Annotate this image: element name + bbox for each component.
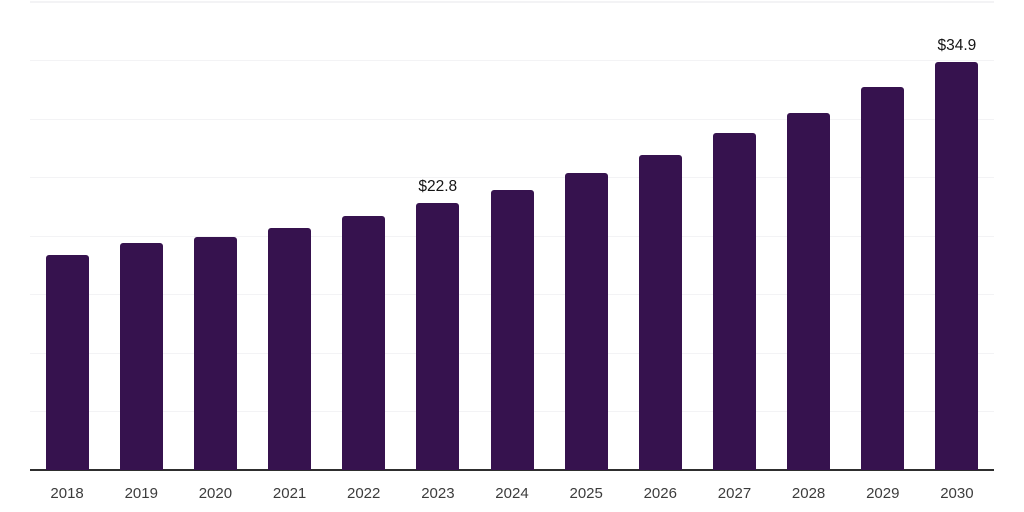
bar-value-label-2023: $22.8 [418, 178, 458, 196]
bar-2021 [268, 227, 311, 470]
x-tick-label-2023: 2023 [421, 485, 455, 502]
x-tick-label-2019: 2019 [124, 485, 158, 502]
bar-2030 [935, 61, 979, 470]
gridline [30, 118, 994, 120]
bar-2019 [119, 243, 163, 470]
bar-value-label-2030: $34.9 [937, 36, 977, 54]
bar-2025 [564, 172, 608, 470]
bar-2029 [861, 87, 905, 470]
bar-2026 [638, 155, 682, 470]
gridline [30, 177, 994, 178]
x-tick-label-2020: 2020 [198, 485, 233, 502]
bar-2022 [342, 216, 386, 470]
x-tick-label-2029: 2029 [866, 485, 900, 502]
x-tick-label-2030: 2030 [940, 485, 974, 502]
bar-2020 [193, 237, 237, 470]
x-axis-line [30, 469, 994, 471]
x-tick-label-2028: 2028 [791, 485, 826, 502]
bar-2023 [416, 203, 460, 470]
x-tick-label-2018: 2018 [50, 485, 84, 502]
x-tick-label-2022: 2022 [347, 485, 381, 502]
x-tick-label-2026: 2026 [643, 485, 677, 502]
bar-2024 [490, 190, 534, 470]
bar-2028 [787, 113, 831, 470]
bar-2027 [713, 133, 756, 470]
x-tick-label-2024: 2024 [495, 485, 529, 502]
gridline [30, 60, 994, 61]
gridline [30, 1, 994, 3]
x-tick-label-2021: 2021 [272, 485, 307, 502]
x-tick-label-2025: 2025 [569, 485, 603, 502]
bar-2018 [45, 254, 89, 470]
x-tick-label-2027: 2027 [717, 485, 752, 502]
